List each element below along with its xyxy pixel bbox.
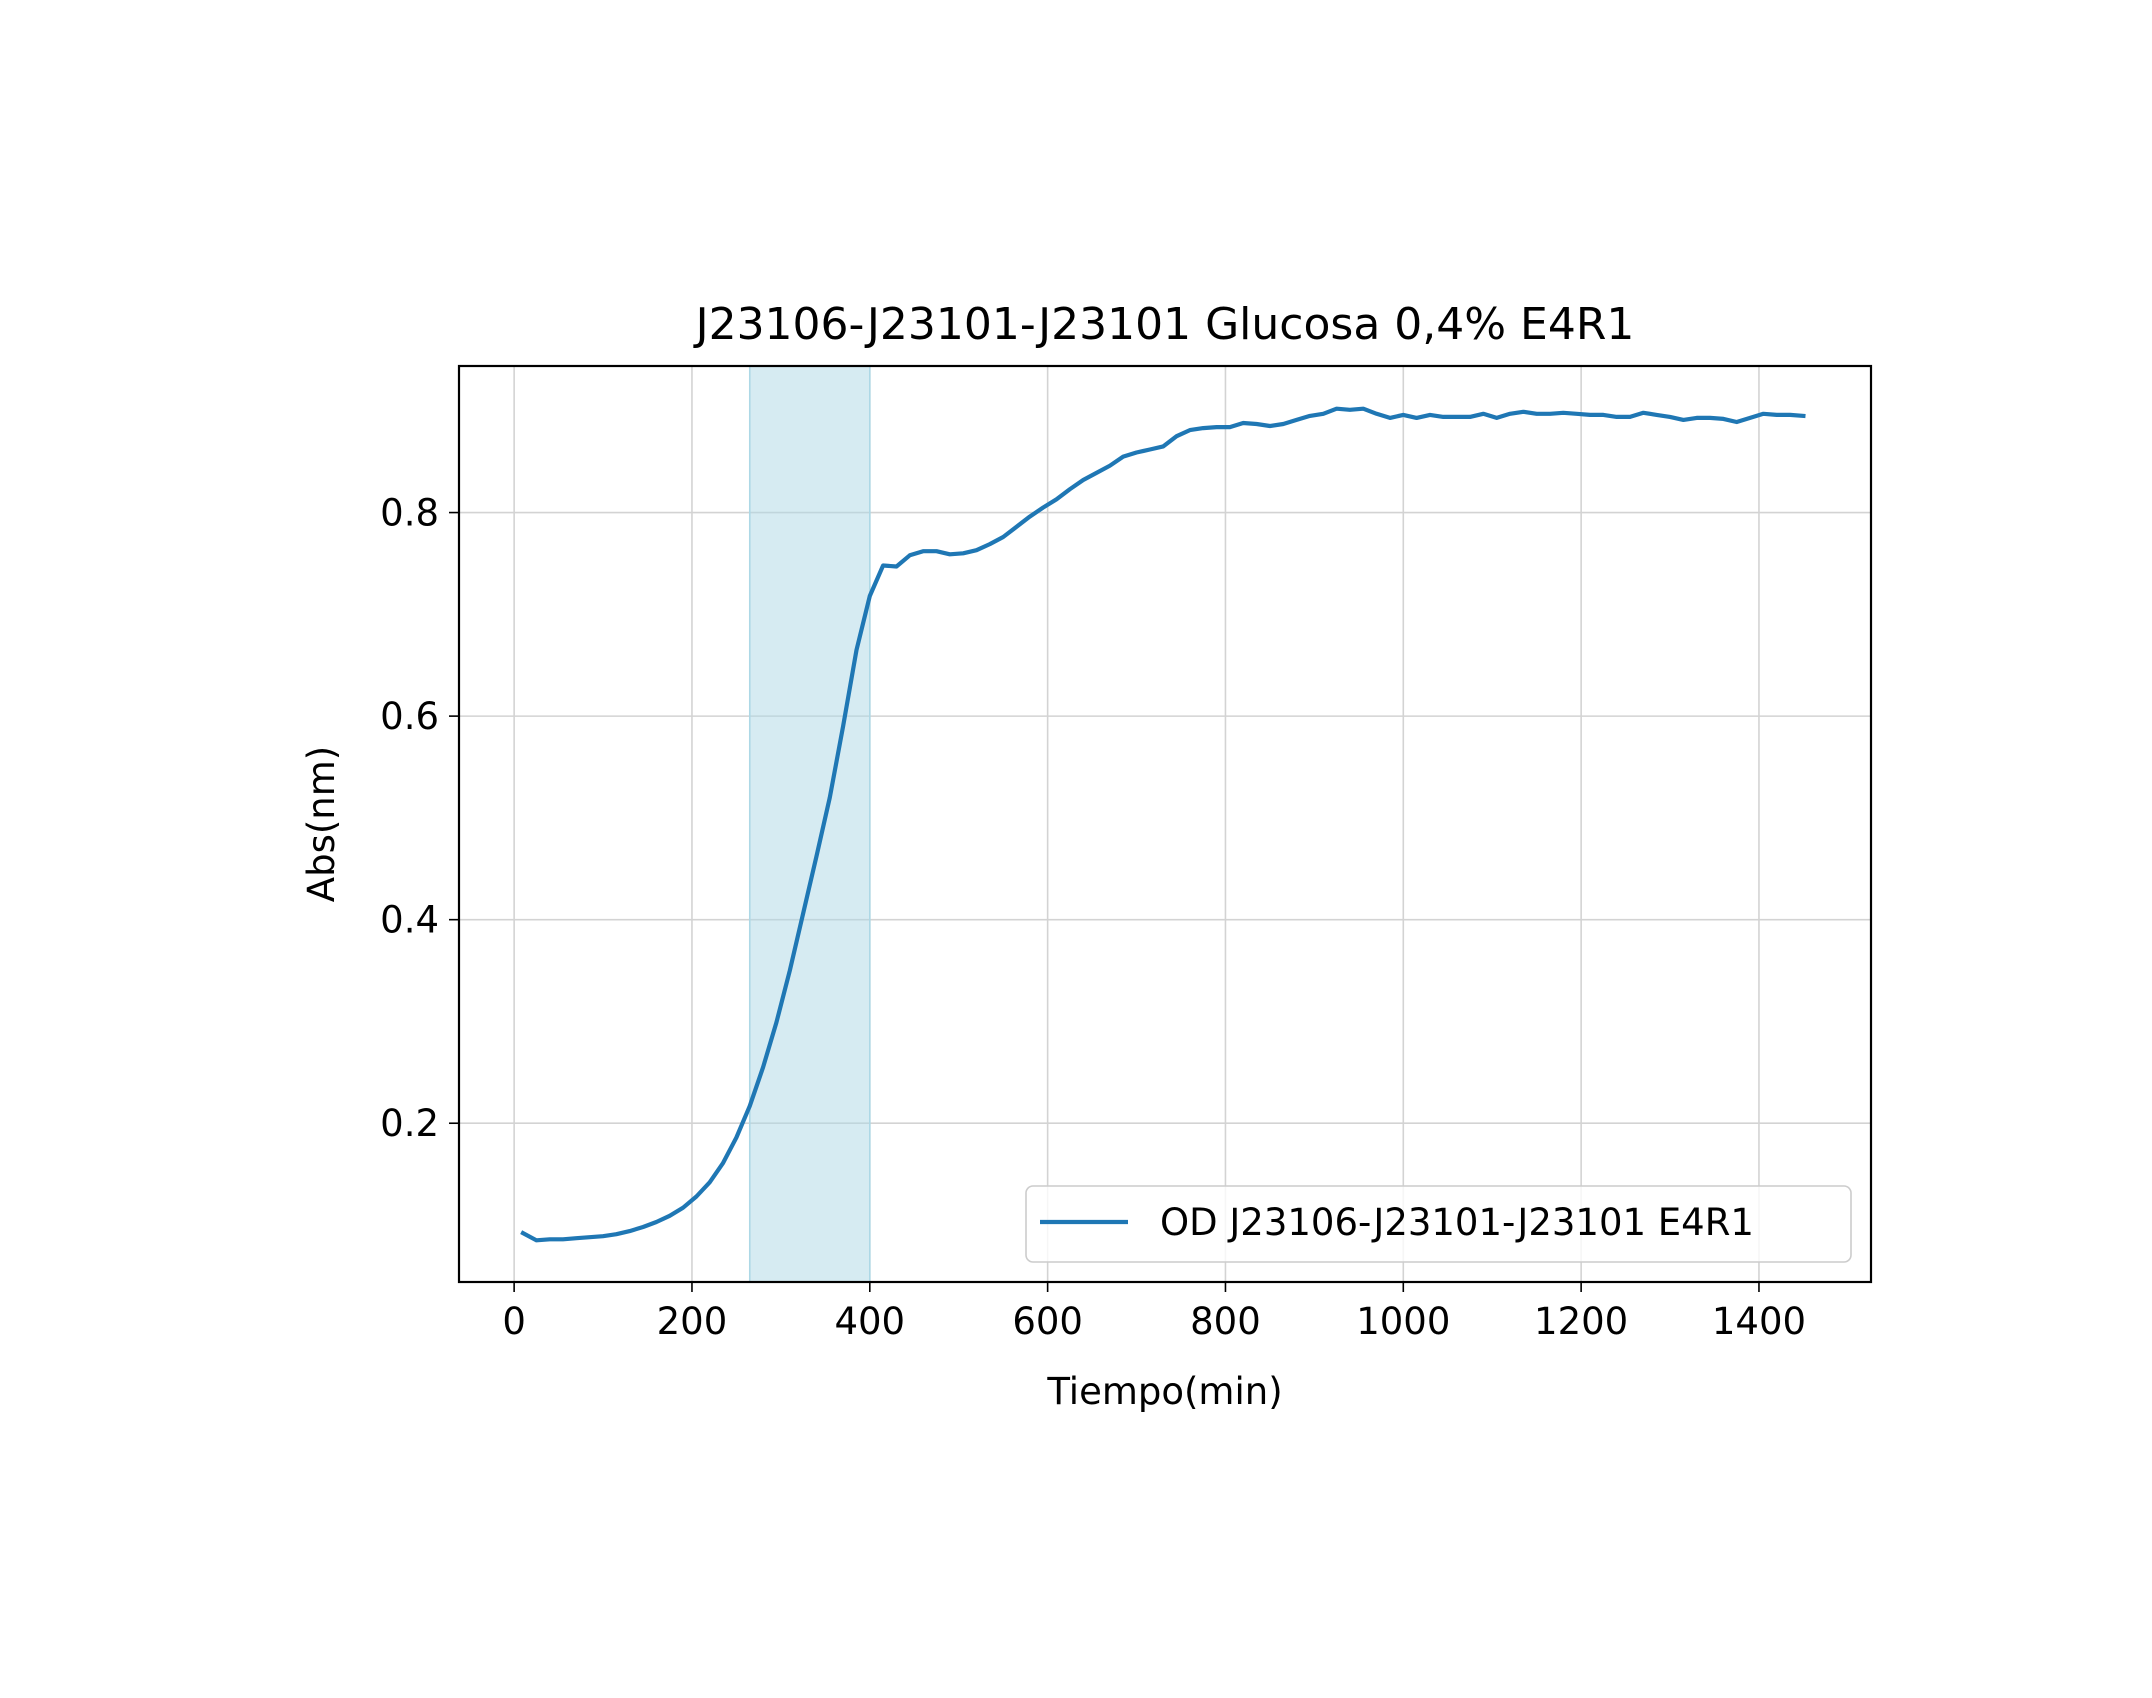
legend-box: [1025, 1185, 1852, 1263]
x-tick-label: 200: [657, 1300, 728, 1343]
x-tick-label: 1000: [1356, 1300, 1450, 1343]
series-line: [520, 406, 1806, 1243]
series-layer: [520, 406, 1806, 1243]
legend: OD J23106-J23101-J23101 E4R1: [1025, 1185, 1852, 1263]
plot-area: [459, 366, 1871, 1282]
y-tick-label: 0.2: [380, 1102, 439, 1145]
x-tick-label: 600: [1012, 1300, 1083, 1343]
y-axis-ticks: 0.2 0.4 0.6 0.8: [380, 492, 459, 1145]
x-tick-label: 400: [834, 1300, 905, 1343]
plot-frame: [457, 364, 1873, 1284]
x-tick-label: 0: [502, 1300, 526, 1343]
legend-entry: OD J23106-J23101-J23101 E4R1: [1160, 1201, 1754, 1244]
highlight-band: [748, 365, 871, 1283]
y-tick-label: 0.8: [380, 492, 439, 535]
x-tick-label: 1400: [1712, 1300, 1806, 1343]
x-tick-label: 1200: [1534, 1300, 1628, 1343]
x-tick-label: 800: [1190, 1300, 1261, 1343]
chart-title: J23106-J23101-J23101 Glucosa 0,4% E4R1: [693, 299, 1635, 350]
x-axis-ticks: 0 200 400 600 800 1000 1200 1400: [502, 1282, 1806, 1343]
y-tick-label: 0.4: [380, 899, 439, 942]
highlight-band-layer: [748, 365, 871, 1283]
y-axis-label: Abs(nm): [300, 746, 343, 902]
x-axis-label: Tiempo(min): [1046, 1370, 1282, 1413]
y-tick-label: 0.6: [380, 695, 439, 738]
